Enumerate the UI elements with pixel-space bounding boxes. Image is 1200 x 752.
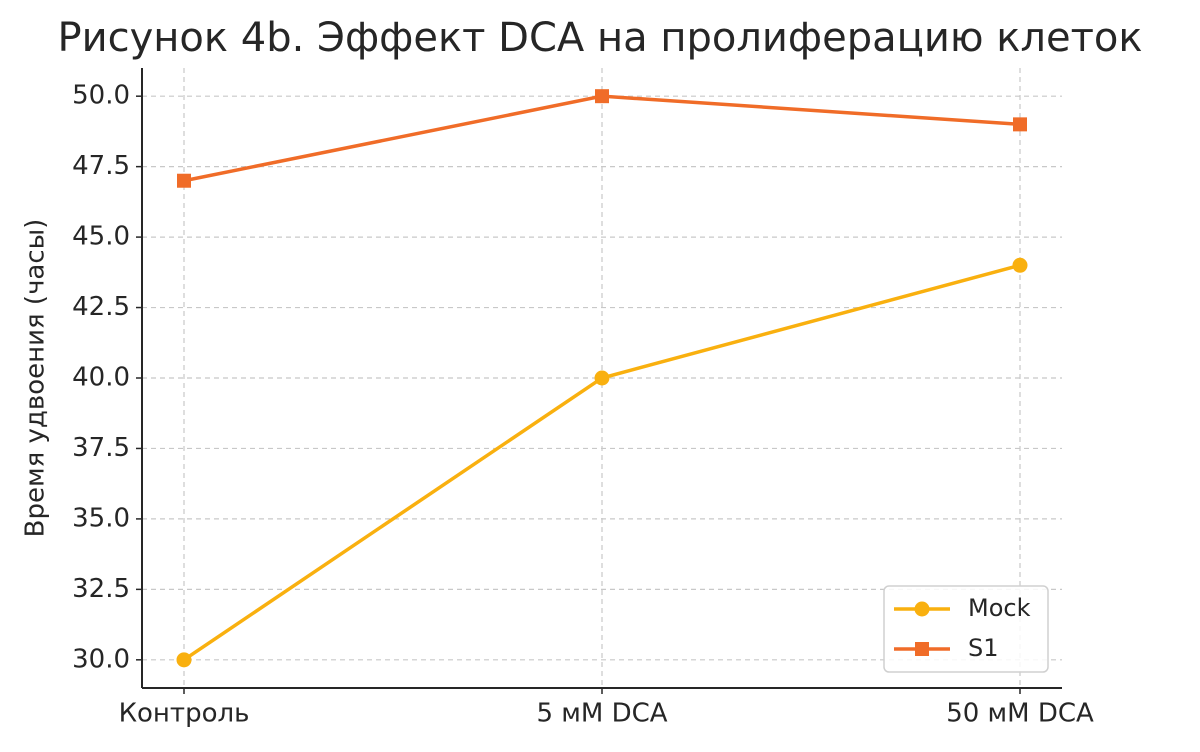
y-axis-label: Время удвоения (часы) (21, 219, 51, 538)
legend-marker (914, 601, 930, 617)
x-tick-label: 50 мМ DCA (946, 699, 1094, 729)
legend-label: Mock (968, 594, 1031, 622)
y-tick-label: 30.0 (72, 644, 130, 674)
chart-title: Рисунок 4b. Эффект DCA на пролиферацию к… (57, 15, 1142, 61)
x-tick-label: Контроль (119, 699, 250, 729)
x-tick-label: 5 мМ DCA (536, 699, 667, 729)
data-point (1013, 117, 1027, 132)
legend-marker (915, 642, 929, 656)
data-point (177, 173, 191, 188)
y-tick-label: 40.0 (72, 363, 130, 393)
legend-label: S1 (968, 634, 999, 662)
y-tick-label: 35.0 (72, 503, 130, 533)
data-point (1012, 257, 1028, 273)
y-tick-label: 37.5 (72, 433, 130, 463)
y-tick-label: 45.0 (72, 222, 130, 252)
data-point (595, 89, 609, 104)
y-tick-label: 47.5 (72, 151, 130, 181)
data-point (176, 652, 192, 668)
data-point (594, 370, 610, 386)
y-tick-label: 50.0 (72, 81, 130, 111)
y-tick-label: 42.5 (72, 292, 130, 322)
y-tick-label: 32.5 (72, 574, 130, 604)
